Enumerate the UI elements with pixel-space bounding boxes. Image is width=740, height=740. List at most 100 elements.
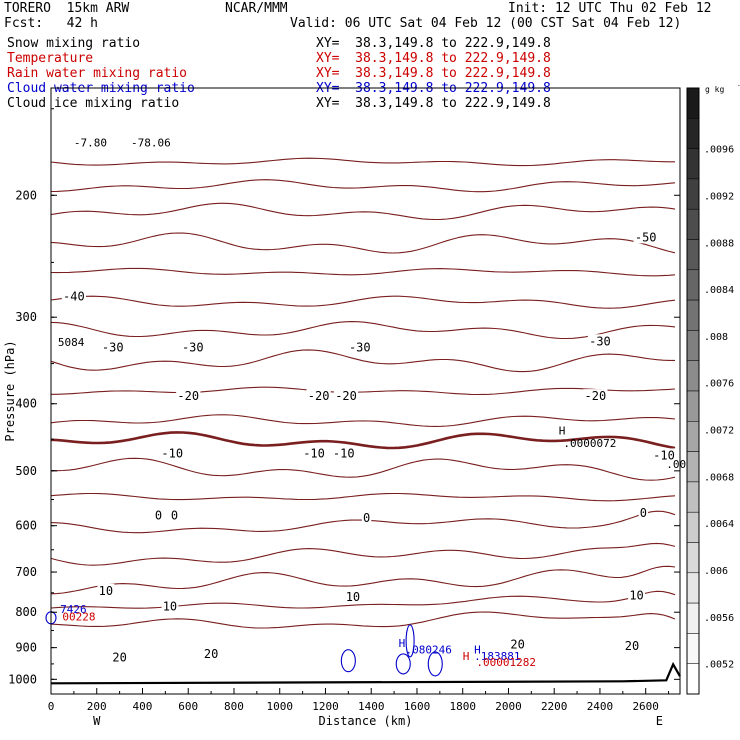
- isotherm-line: [50, 232, 676, 254]
- x-tick-label: 1200: [312, 700, 339, 713]
- colorbar-segment: [686, 269, 700, 301]
- init-time: Init: 12 UTC Thu 02 Feb 12: [508, 1, 712, 16]
- field-annotation: H: [463, 650, 470, 663]
- isotherm-label: -40: [63, 289, 85, 303]
- isotherm-label: -50: [635, 230, 657, 244]
- isotherm-label: -30: [349, 341, 371, 355]
- x-tick-label: 1400: [358, 700, 385, 713]
- plot-frame: [50, 87, 681, 695]
- west-label: W: [93, 714, 101, 728]
- field-annotation: 00228: [62, 610, 95, 623]
- colorbar-tick-label: .0064: [704, 519, 734, 530]
- isotherm-line: [50, 590, 676, 609]
- field-temperature: Temperature: [7, 51, 94, 66]
- colorbar-segment: [686, 481, 700, 513]
- colorbar-tick-label: .0068: [704, 472, 734, 483]
- colorbar-segment: [686, 148, 700, 180]
- isotherm-line: [50, 431, 676, 450]
- colorbar-segment: [686, 451, 700, 483]
- xy-cloud-ice: XY= 38.3,149.8 to 222.9,149.8: [316, 96, 551, 111]
- colorbar-segment: [686, 511, 700, 543]
- y-tick-label: 300: [15, 310, 37, 324]
- colorbar-segment: [686, 421, 700, 452]
- y-tick-label: 400: [15, 397, 37, 411]
- valid-time: Valid: 06 UTC Sat 04 Feb 12 (00 CST Sat …: [290, 16, 682, 31]
- isotherm-label: 10: [163, 600, 177, 614]
- y-tick-label: 700: [15, 565, 37, 579]
- isotherm-line: [50, 321, 676, 340]
- isotherm-label: -20: [585, 389, 607, 403]
- x-tick-label: 400: [133, 700, 153, 713]
- isotherm-line: [51, 386, 676, 396]
- colorbar-tick-label: .0072: [704, 426, 734, 437]
- x-tick-label: 2200: [541, 700, 568, 713]
- colorbar-segment: [686, 239, 700, 271]
- y-tick-label: 200: [15, 188, 37, 202]
- colorbar-segment: [686, 208, 700, 240]
- colorbar-tick-label: .0088: [704, 238, 734, 249]
- isotherm-label: -20: [308, 389, 330, 403]
- east-label: E: [656, 714, 663, 728]
- colorbar-segment: [686, 390, 700, 422]
- isotherm-label: -30: [182, 341, 204, 355]
- field-annotation: .0000072: [563, 437, 616, 450]
- colorbar-tick-label: .0096: [704, 145, 734, 156]
- colorbar-segment: [686, 542, 700, 574]
- xy-snow: XY= 38.3,149.8 to 222.9,149.8: [316, 36, 551, 51]
- x-tick-label: 600: [178, 700, 198, 713]
- colorbar-unit-exponent: -1: [737, 82, 740, 89]
- isotherm-label: 20: [510, 637, 524, 651]
- xy-rain: XY= 38.3,149.8 to 222.9,149.8: [316, 66, 551, 81]
- y-tick-label: 900: [15, 641, 37, 655]
- isotherm-label: 0: [640, 506, 647, 520]
- isotherm-label: 0: [155, 508, 162, 522]
- xy-temperature: XY= 38.3,149.8 to 222.9,149.8: [316, 51, 551, 66]
- colorbar-segment: [686, 87, 700, 119]
- isotherm-label: 20: [112, 650, 126, 664]
- x-tick-label: 1000: [266, 700, 293, 713]
- colorbar-tick-label: .006: [704, 566, 728, 577]
- cloud-water-contour: [395, 653, 411, 675]
- field-annotation: 7426: [60, 603, 87, 616]
- colorbar-tick-label: .0076: [704, 379, 734, 390]
- isotherm-label: 10: [629, 589, 643, 603]
- x-tick-label: 2600: [632, 700, 659, 713]
- colorbar-tick-label: .0056: [704, 613, 734, 624]
- cloud-water-contour: [340, 649, 356, 673]
- terrain-line: [50, 661, 681, 685]
- field-annotation: -7.80: [74, 136, 107, 149]
- isotherm-label: -10: [333, 447, 355, 461]
- field-rain: Rain water mixing ratio: [7, 66, 188, 81]
- isotherm-line: [50, 267, 676, 277]
- isotherm-label: 10: [346, 590, 360, 604]
- field-snow: Snow mixing ratio: [7, 36, 141, 51]
- isotherm-label: -20: [335, 389, 357, 403]
- field-cloud-ice: Cloud ice mixing ratio: [7, 96, 180, 111]
- isotherm-label: 20: [204, 647, 218, 661]
- y-tick-label: 500: [15, 464, 37, 478]
- x-tick-label: 200: [87, 700, 107, 713]
- isotherm-line: [50, 565, 676, 595]
- x-tick-label: 800: [224, 700, 244, 713]
- x-tick-label: 2000: [495, 700, 522, 713]
- field-annotation: H: [559, 424, 566, 437]
- colorbar-segment: [686, 118, 700, 149]
- y-tick-label: 600: [15, 519, 37, 533]
- x-tick-label: 0: [48, 700, 55, 713]
- colorbar-segment: [686, 663, 700, 695]
- center-name: NCAR/MMM: [225, 1, 288, 16]
- field-annotation: .080246: [406, 644, 452, 657]
- isotherm-label: 0: [171, 508, 178, 522]
- cloud-water-contour: [405, 624, 415, 658]
- isotherm-line: [50, 202, 676, 221]
- colorbar-tick-label: .0052: [704, 660, 734, 671]
- isotherm-label: -10: [161, 447, 183, 461]
- isotherm-label: -10: [303, 447, 325, 461]
- x-axis-label: Distance (km): [319, 714, 413, 728]
- isotherm-label: -30: [589, 334, 611, 348]
- field-annotation: H: [399, 637, 406, 650]
- x-tick-label: 1800: [449, 700, 476, 713]
- x-tick-label: 2400: [587, 700, 614, 713]
- y-tick-label: 800: [15, 605, 37, 619]
- colorbar-segment: [686, 178, 700, 210]
